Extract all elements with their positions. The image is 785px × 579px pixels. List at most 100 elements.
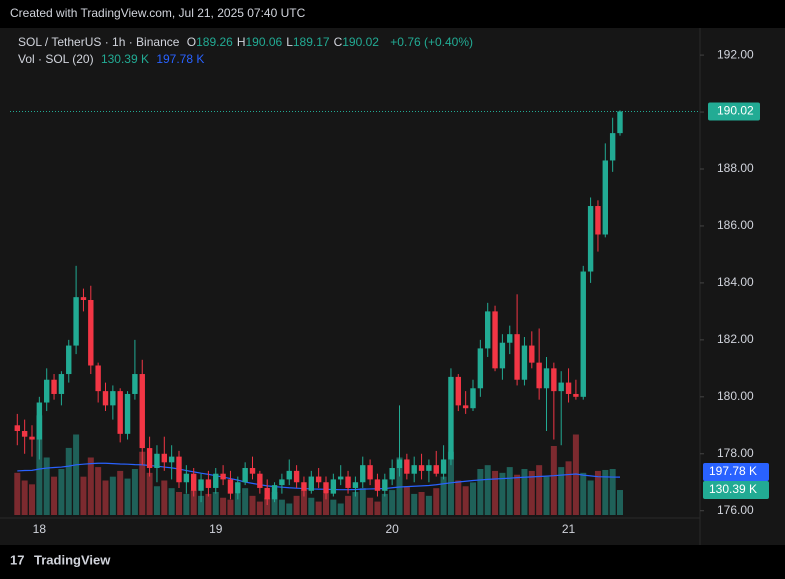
volume-value: 130.39 K bbox=[100, 52, 149, 66]
volume-bar bbox=[21, 480, 28, 515]
volume-bar bbox=[389, 490, 396, 515]
candle-body bbox=[345, 476, 351, 488]
ohlc-value: 189.17 bbox=[292, 35, 330, 49]
candle-body bbox=[609, 133, 616, 161]
volume-bar bbox=[484, 465, 491, 515]
volume-bar bbox=[345, 495, 352, 515]
volume-value-box bbox=[703, 481, 769, 500]
volume-bar bbox=[536, 465, 543, 515]
y-tick-label: 176.00 bbox=[717, 503, 754, 517]
candle-body bbox=[235, 482, 241, 494]
ohlc-label: H bbox=[236, 35, 246, 49]
volume-bar bbox=[492, 470, 499, 515]
volume-bar bbox=[80, 476, 87, 515]
candle-body bbox=[139, 374, 145, 449]
candle-body bbox=[301, 482, 307, 491]
x-tick-label: 20 bbox=[385, 522, 399, 536]
candle-body bbox=[470, 388, 476, 409]
candle-body bbox=[102, 391, 109, 406]
candle-body bbox=[602, 160, 608, 235]
volume-bar bbox=[242, 488, 249, 515]
candle-body bbox=[213, 473, 219, 488]
candle-body bbox=[264, 487, 270, 500]
candle-body bbox=[543, 368, 550, 389]
footer-logo: TradingView bbox=[34, 552, 111, 567]
volume-bar bbox=[293, 495, 300, 515]
candle-body bbox=[433, 465, 439, 474]
volume-legend: Vol · SOL (20) 130.39 K 197.78 K bbox=[18, 52, 208, 66]
candle-body bbox=[617, 111, 623, 134]
candle-body bbox=[323, 482, 329, 494]
y-tick-label: 182.00 bbox=[717, 332, 754, 346]
volume-bar bbox=[580, 472, 587, 515]
y-tick-label: 178.00 bbox=[717, 446, 754, 460]
volume-bar bbox=[308, 497, 315, 515]
candle-body bbox=[448, 376, 454, 460]
ohlc-label: C bbox=[333, 35, 343, 49]
volume-bar bbox=[609, 469, 616, 515]
candle-body bbox=[485, 311, 491, 349]
volume-bar bbox=[153, 486, 160, 515]
candle-body bbox=[95, 365, 101, 392]
candle-body bbox=[117, 391, 123, 434]
volume-bar bbox=[528, 470, 535, 515]
ohlc-value: 189.26 bbox=[196, 35, 233, 49]
y-tick-label: 188.00 bbox=[717, 161, 754, 175]
volume-bar bbox=[190, 490, 197, 515]
candle-body bbox=[51, 379, 57, 394]
volume-bar bbox=[359, 488, 366, 515]
y-tick-label: 184.00 bbox=[717, 275, 754, 289]
volume-bar bbox=[109, 476, 116, 515]
candle-body bbox=[308, 476, 314, 491]
volume-bar bbox=[183, 493, 190, 515]
candle-body bbox=[315, 476, 322, 483]
candle-body bbox=[529, 345, 535, 363]
volume-bar bbox=[418, 492, 425, 515]
volume-bar bbox=[168, 488, 175, 515]
volume-bar bbox=[58, 469, 65, 515]
y-tick-label: 192.00 bbox=[717, 47, 754, 61]
candle-body bbox=[492, 311, 498, 369]
candle-body bbox=[220, 473, 226, 480]
volume-bar bbox=[102, 480, 109, 515]
volume-title: Vol · SOL (20) bbox=[18, 52, 94, 66]
volume-bar bbox=[323, 493, 329, 515]
candle-body bbox=[565, 382, 572, 394]
volume-bar bbox=[146, 472, 153, 515]
volume-bar bbox=[587, 480, 594, 515]
candle-body bbox=[587, 206, 594, 272]
volume-bar bbox=[396, 457, 403, 515]
candle-body bbox=[338, 476, 344, 480]
candle-body bbox=[352, 482, 359, 488]
candle-body bbox=[168, 456, 175, 463]
candle-body bbox=[124, 393, 131, 434]
candle-body bbox=[455, 376, 461, 406]
volume-ma-value: 197.78 K bbox=[156, 52, 205, 66]
candle-body bbox=[514, 334, 520, 380]
volume-bar bbox=[374, 501, 381, 515]
candle-body bbox=[367, 465, 373, 480]
volume-bar bbox=[161, 480, 168, 515]
candle-body bbox=[132, 374, 138, 394]
volume-bar bbox=[337, 503, 344, 515]
volume-bar bbox=[403, 486, 410, 515]
candle-body bbox=[110, 391, 116, 406]
candle-body bbox=[29, 436, 35, 440]
x-tick-label: 18 bbox=[33, 522, 47, 536]
ma-value-label: 197.78 K bbox=[709, 464, 757, 478]
x-tick-label: 21 bbox=[562, 522, 576, 536]
volume-bar bbox=[198, 495, 205, 515]
volume-bar bbox=[14, 472, 21, 515]
x-tick-label: 19 bbox=[209, 522, 223, 536]
volume-bar bbox=[352, 492, 359, 515]
volume-bar bbox=[462, 486, 469, 515]
volume-bar bbox=[205, 493, 212, 515]
candle-body bbox=[146, 448, 153, 469]
candle-body bbox=[462, 405, 469, 409]
volume-bar bbox=[271, 492, 278, 515]
volume-bar bbox=[440, 476, 447, 515]
volume-bar bbox=[65, 447, 72, 515]
candle-body bbox=[154, 453, 160, 469]
ohlc-label: O bbox=[186, 35, 197, 49]
candle-body bbox=[198, 479, 204, 491]
